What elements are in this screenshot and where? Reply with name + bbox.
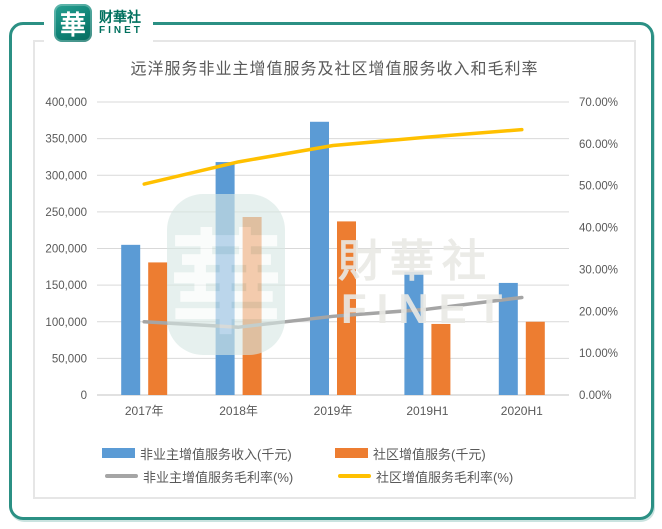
legend-label: 非业主增值服务收入(千元)	[140, 446, 292, 462]
legend-item-nonowner-margin: 非业主增值服务毛利率(%)	[105, 469, 294, 485]
chart-panel: 远洋服务非业主增值服务及社区增值服务收入和毛利率 0 50,000 100,000 1…	[33, 40, 636, 499]
logo-brand-subname: FINET	[99, 25, 143, 36]
svg-text:2020H1: 2020H1	[501, 404, 543, 418]
svg-text:2019年: 2019年	[314, 404, 353, 418]
svg-text:100,000: 100,000	[45, 317, 87, 329]
svg-text:350,000: 350,000	[45, 134, 87, 146]
svg-text:2019H1: 2019H1	[406, 404, 448, 418]
legend-label: 非业主增值服务毛利率(%)	[143, 469, 294, 485]
finet-logo-text: 财華社 FINET	[99, 9, 143, 37]
svg-text:50,000: 50,000	[52, 353, 87, 365]
combo-chart: 0 50,000 100,000 150,000 200,000 250,000 300,0…	[45, 97, 618, 418]
svg-text:50.00%: 50.00%	[579, 181, 618, 193]
svg-text:70.00%: 70.00%	[579, 97, 618, 109]
legend-item-nonowner-revenue: 非业主增值服务收入(千元)	[102, 446, 292, 462]
svg-text:2018年: 2018年	[219, 404, 258, 418]
svg-text:40.00%: 40.00%	[579, 223, 618, 235]
legend-swatch-orange-bar-icon	[335, 448, 368, 458]
svg-text:400,000: 400,000	[45, 97, 87, 109]
legend-swatch-gray-line-icon	[105, 474, 138, 478]
finet-logo: 華 财華社 FINET	[44, 2, 153, 44]
legend-item-community-margin: 社区增值服务毛利率(%)	[338, 469, 514, 485]
legend-label: 社区增值服务(千元)	[373, 446, 486, 462]
svg-text:0: 0	[81, 390, 87, 402]
logo-brand-name: 财華社	[99, 9, 141, 25]
svg-text:10.00%: 10.00%	[579, 348, 618, 360]
svg-text:150,000: 150,000	[45, 280, 87, 292]
svg-text:30.00%: 30.00%	[579, 264, 618, 276]
svg-text:300,000: 300,000	[45, 170, 87, 182]
svg-text:60.00%: 60.00%	[579, 139, 618, 151]
svg-text:0.00%: 0.00%	[579, 390, 612, 402]
svg-text:2017年: 2017年	[125, 404, 164, 418]
legend-label: 社区增值服务毛利率(%)	[376, 469, 514, 485]
finet-seal-glyph: 華	[59, 10, 86, 41]
legend-swatch-yellow-line-icon	[338, 474, 371, 478]
chart-title: 远洋服务非业主增值服务及社区增值服务收入和毛利率	[130, 61, 539, 78]
legend-item-community-revenue: 社区增值服务(千元)	[335, 446, 486, 462]
finet-seal-icon: 華	[54, 4, 92, 42]
svg-text:20.00%: 20.00%	[579, 306, 618, 318]
svg-text:250,000: 250,000	[45, 207, 87, 219]
decorative-frame	[9, 22, 654, 520]
legend-swatch-blue-bar-icon	[102, 448, 135, 458]
svg-text:200,000: 200,000	[45, 244, 87, 256]
